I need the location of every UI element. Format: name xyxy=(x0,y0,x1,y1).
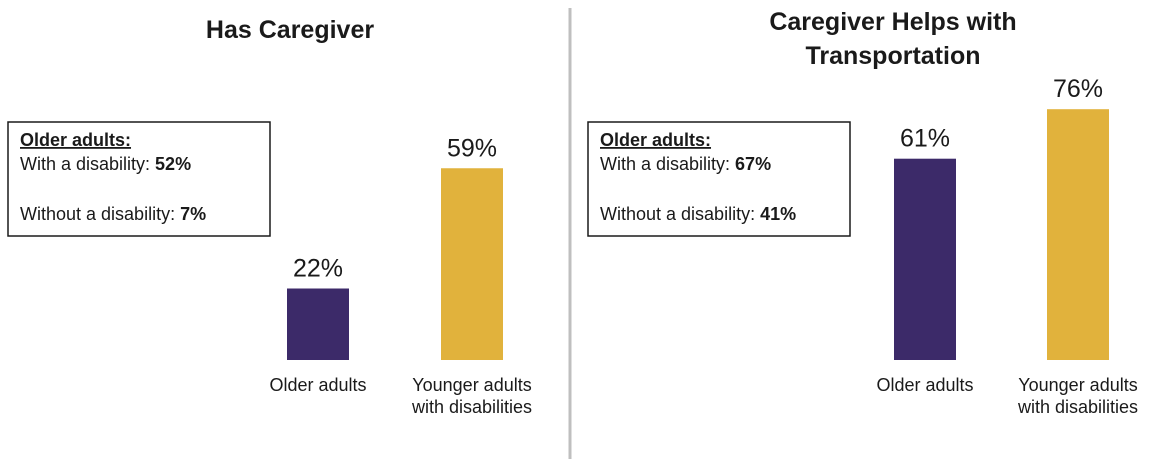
note-line-text: With a disability: xyxy=(20,154,155,174)
category-label: Younger adults with disabilities xyxy=(1017,375,1138,417)
category-label-line: Younger adults xyxy=(412,375,531,395)
note-box xyxy=(7,121,271,237)
note-line-text: Without a disability: xyxy=(20,204,180,224)
note-line-value: 41% xyxy=(760,204,796,224)
bar-older-adults xyxy=(894,158,956,360)
bar-older-adults xyxy=(287,288,349,360)
category-label-line: with disabilities xyxy=(411,397,532,417)
note-line: Without a disability: 7% xyxy=(20,204,206,224)
note-line-value: 52% xyxy=(155,154,191,174)
note-line-text: Without a disability: xyxy=(600,204,760,224)
data-label: 76% xyxy=(1053,75,1103,103)
bar-younger-adults xyxy=(1047,109,1109,360)
chart-title-line: Caregiver Helps with xyxy=(769,8,1016,36)
bar-younger-adults xyxy=(441,168,503,360)
note-line-text: With a disability: xyxy=(600,154,735,174)
data-label: 59% xyxy=(447,134,497,162)
note-line: Without a disability: 41% xyxy=(600,204,796,224)
data-label: 22% xyxy=(293,255,343,283)
category-label: Older adults xyxy=(269,375,366,395)
note-box xyxy=(587,121,851,237)
chart-panel-2: Caregiver Helps with Transportation 61% Old… xyxy=(587,8,1138,417)
category-label: Older adults xyxy=(876,375,973,395)
note-line: With a disability: 67% xyxy=(600,154,771,174)
chart-title: Caregiver Helps with Transportation xyxy=(769,8,1016,70)
note-line-value: 67% xyxy=(735,154,771,174)
note-line: With a disability: 52% xyxy=(20,154,191,174)
note-heading: Older adults: xyxy=(20,130,131,150)
category-label-line: Younger adults xyxy=(1018,375,1137,395)
chart-panel-1: Has Caregiver 22% Older adults 59% Younger a… xyxy=(7,16,532,417)
chart-title-line: Transportation xyxy=(805,42,980,70)
chart-title: Has Caregiver xyxy=(206,16,374,44)
note-line-value: 7% xyxy=(180,204,206,224)
category-label-line: with disabilities xyxy=(1017,397,1138,417)
data-label: 61% xyxy=(900,125,950,153)
note-heading: Older adults: xyxy=(600,130,711,150)
category-label: Younger adults with disabilities xyxy=(411,375,532,417)
